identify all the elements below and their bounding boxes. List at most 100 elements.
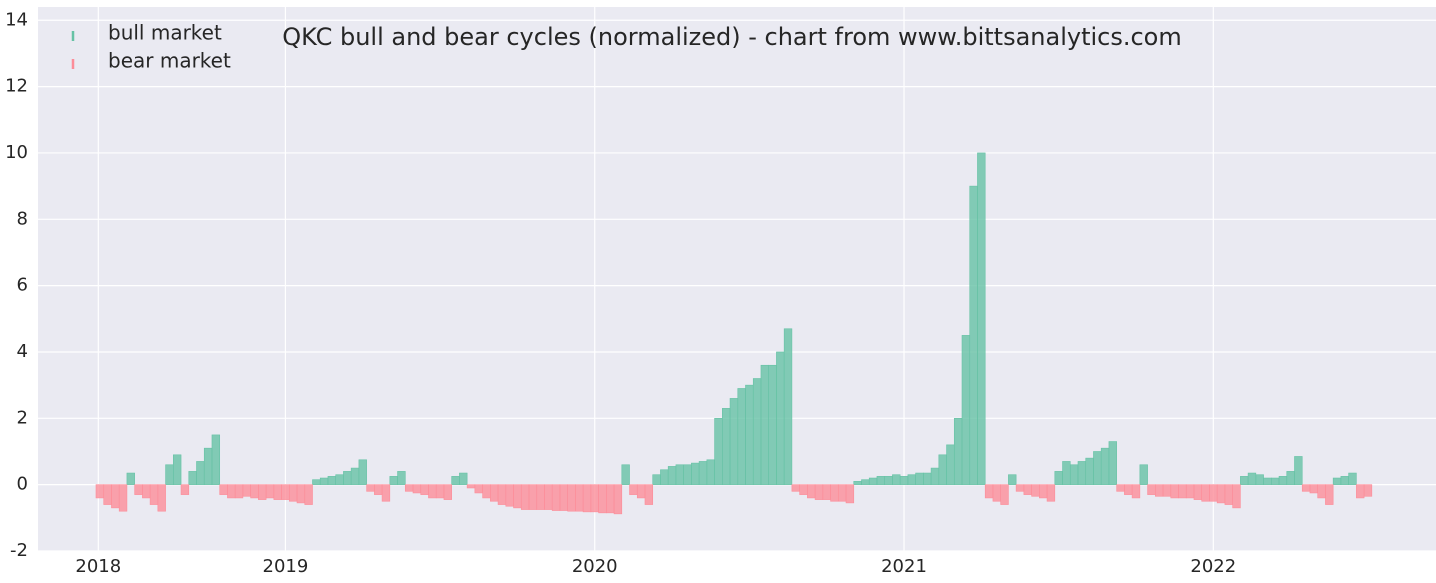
bar (984, 484, 994, 499)
bar (482, 484, 491, 499)
bar (1015, 484, 1025, 492)
bar (691, 462, 700, 485)
bar (1000, 484, 1009, 505)
legend-label: bear market (108, 49, 231, 73)
bar (335, 474, 344, 485)
legend-label: bull market (108, 21, 222, 45)
bar (760, 364, 770, 485)
bar (211, 434, 221, 485)
bar (915, 472, 924, 485)
bar (884, 476, 893, 485)
bar (165, 464, 174, 485)
bar (845, 484, 855, 504)
bar (366, 484, 375, 492)
bar (234, 484, 244, 499)
bar (923, 472, 932, 485)
bar (853, 481, 862, 485)
bar (830, 484, 839, 502)
bar (118, 484, 128, 512)
bar (528, 484, 538, 510)
bar (907, 474, 916, 485)
bar (1209, 484, 1218, 502)
bar (1147, 484, 1156, 495)
bar (1046, 484, 1056, 502)
bar (961, 335, 971, 485)
x-tick-label: 2020 (572, 556, 618, 577)
y-tick-label: 4 (17, 341, 28, 362)
bar (412, 484, 422, 494)
bar (103, 484, 112, 505)
bar (497, 484, 507, 505)
bar (1301, 484, 1311, 492)
bar (629, 484, 638, 495)
bar (1286, 471, 1295, 485)
bar (459, 472, 468, 485)
bar (799, 484, 808, 495)
bar (1155, 484, 1164, 497)
bar (675, 464, 684, 485)
y-tick-label: 0 (17, 474, 28, 495)
bar (861, 479, 870, 485)
bar (95, 484, 105, 499)
bar (1193, 484, 1203, 500)
bar (969, 185, 978, 485)
bar (992, 484, 1001, 502)
bar (1294, 456, 1303, 485)
bar (397, 471, 406, 485)
bar (451, 476, 460, 485)
bar (350, 467, 360, 485)
x-tick-label: 2021 (881, 556, 927, 577)
bar (389, 476, 398, 485)
bar (1085, 457, 1094, 485)
bar (134, 484, 143, 495)
bar (814, 484, 824, 500)
bar (1332, 477, 1342, 485)
bar (745, 384, 754, 485)
bar (1093, 451, 1102, 485)
bar (149, 484, 159, 505)
y-tick-label: 10 (5, 142, 28, 163)
bar (1325, 484, 1334, 505)
bar (1008, 474, 1017, 485)
bar (791, 484, 800, 492)
bar (288, 484, 298, 502)
bar (1278, 476, 1288, 485)
bar (822, 484, 831, 500)
bar (1348, 472, 1357, 485)
bar (752, 378, 762, 485)
bar (1232, 484, 1241, 509)
bar (953, 418, 963, 485)
bar (343, 471, 352, 485)
bar (142, 484, 151, 499)
y-tick-label: -2 (10, 540, 28, 561)
bar (1178, 484, 1187, 499)
bar (1255, 474, 1264, 485)
x-tick-label: 2018 (75, 556, 121, 577)
bar (505, 484, 514, 507)
bar (227, 484, 236, 499)
bar (636, 484, 646, 499)
bar (868, 477, 878, 485)
bar (374, 484, 383, 495)
bar (1185, 484, 1195, 499)
bar (219, 484, 228, 495)
y-tick-label: 2 (17, 407, 28, 428)
bar (281, 484, 290, 500)
bar (1062, 461, 1071, 485)
bar (1031, 484, 1040, 497)
bar (1108, 441, 1117, 485)
bar (621, 464, 630, 485)
bar (1216, 484, 1226, 504)
bar (273, 484, 282, 500)
bar (1162, 484, 1172, 497)
bar (304, 484, 313, 505)
bar (1263, 477, 1272, 485)
bar (837, 484, 847, 502)
bar (513, 484, 522, 509)
bar (652, 474, 661, 485)
bar (1077, 461, 1087, 485)
bar (544, 484, 553, 510)
y-tick-label: 14 (5, 9, 28, 30)
bar (258, 484, 267, 500)
y-tick-label: 8 (17, 208, 28, 229)
